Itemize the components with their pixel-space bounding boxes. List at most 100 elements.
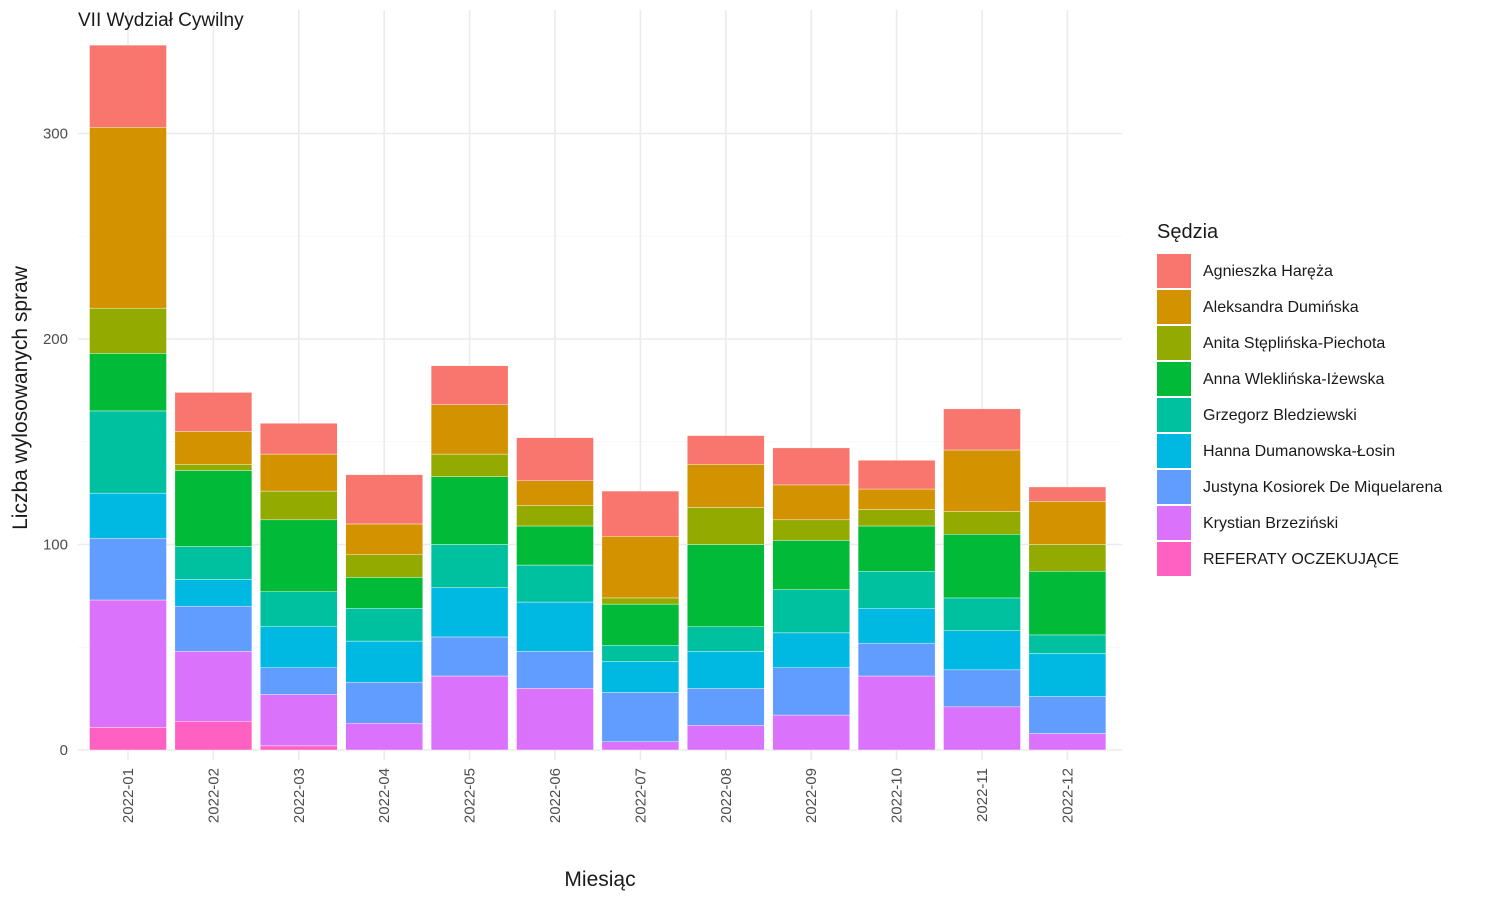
x-tick-label: 2022-08 bbox=[718, 768, 735, 823]
bar-segment bbox=[772, 632, 850, 668]
bar-segment bbox=[430, 544, 509, 588]
y-tick-label: 200 bbox=[43, 331, 68, 348]
bar-segment bbox=[516, 601, 594, 652]
bar-segment bbox=[430, 675, 509, 751]
legend-label: Grzegorz Bledziewski bbox=[1203, 407, 1357, 424]
bar-segment bbox=[345, 640, 423, 683]
bar-segment bbox=[174, 431, 253, 465]
bar-segment bbox=[772, 540, 850, 590]
bar-segment bbox=[772, 519, 850, 541]
legend: Sędzia Agnieszka Haręża Aleksandra Dumińs… bbox=[1157, 221, 1442, 576]
legend-swatch bbox=[1157, 470, 1191, 504]
bar-segment bbox=[687, 725, 765, 751]
bar-segment bbox=[174, 651, 253, 722]
bar-segment bbox=[772, 447, 850, 486]
bar-segment bbox=[430, 636, 509, 677]
bar-segment bbox=[430, 453, 509, 477]
bar-segment bbox=[857, 675, 936, 751]
bar-segment bbox=[601, 603, 680, 646]
bar-segment bbox=[943, 534, 1021, 599]
bar-segment bbox=[857, 525, 936, 572]
x-tick-label: 2022-10 bbox=[889, 768, 906, 823]
bar-segment bbox=[772, 484, 850, 521]
bar-segment bbox=[174, 546, 253, 580]
legend-title: Sędzia bbox=[1157, 221, 1219, 243]
y-tick-label: 0 bbox=[60, 742, 68, 759]
x-tick-label: 2022-05 bbox=[462, 768, 479, 823]
x-tick-label: 2022-07 bbox=[632, 768, 649, 823]
bar-segment bbox=[943, 449, 1021, 512]
bar-segment bbox=[89, 599, 167, 728]
bar-segment bbox=[687, 507, 765, 545]
bar-segment bbox=[516, 688, 594, 751]
bar-segment bbox=[772, 589, 850, 634]
legend-swatch bbox=[1157, 290, 1191, 324]
legend-label: Agnieszka Haręża bbox=[1203, 263, 1333, 280]
bar-segment bbox=[260, 694, 338, 747]
bar-segment bbox=[772, 667, 850, 716]
bar-segment bbox=[345, 723, 423, 751]
bar-segment bbox=[857, 608, 936, 644]
bar-segment bbox=[89, 538, 167, 601]
bar-segment bbox=[516, 480, 594, 506]
y-tick-label: 100 bbox=[43, 537, 68, 554]
bar-segment bbox=[601, 536, 680, 599]
bar-segment bbox=[601, 490, 680, 537]
bar-segment bbox=[430, 404, 509, 455]
x-tick-label: 2022-06 bbox=[547, 768, 564, 823]
bar-segment bbox=[516, 564, 594, 603]
bars bbox=[89, 44, 1107, 751]
legend-swatch bbox=[1157, 362, 1191, 396]
bar-segment bbox=[687, 435, 765, 465]
bar-segment bbox=[1028, 634, 1107, 654]
bar-segment bbox=[687, 688, 765, 726]
legend-label: Krystian Brzeziński bbox=[1203, 515, 1338, 532]
bar-segment bbox=[687, 651, 765, 689]
bar-segment bbox=[943, 669, 1021, 708]
legend-label: REFERATY OCZEKUJĄCE bbox=[1203, 551, 1399, 568]
bar-segment bbox=[174, 470, 253, 547]
bar-segment bbox=[857, 460, 936, 490]
bar-segment bbox=[260, 519, 338, 592]
x-tick-label: 2022-01 bbox=[120, 768, 137, 823]
bar-segment bbox=[89, 307, 167, 354]
bar-segment bbox=[174, 464, 253, 471]
bar-segment bbox=[1028, 544, 1107, 572]
bar-segment bbox=[772, 714, 850, 751]
bar-segment bbox=[1028, 571, 1107, 636]
bar-segment bbox=[1028, 696, 1107, 734]
bar-segment bbox=[601, 741, 680, 751]
bar-segment bbox=[260, 453, 338, 492]
bar-segment bbox=[857, 488, 936, 510]
chart-title: VII Wydział Cywilny bbox=[78, 10, 244, 31]
legend-label: Hanna Dumanowska-Łosin bbox=[1203, 443, 1395, 460]
bar-segment bbox=[174, 579, 253, 607]
bar-segment bbox=[345, 608, 423, 642]
bar-segment bbox=[516, 437, 594, 481]
bar-segment bbox=[89, 127, 167, 309]
legend-swatch bbox=[1157, 506, 1191, 540]
bar-segment bbox=[260, 626, 338, 669]
bar-segment bbox=[943, 597, 1021, 632]
bar-segment bbox=[943, 706, 1021, 751]
legend-swatch bbox=[1157, 542, 1191, 576]
bar-segment bbox=[687, 544, 765, 627]
bar-segment bbox=[260, 423, 338, 455]
bar-segment bbox=[943, 511, 1021, 535]
x-axis-ticks: 2022-01 2022-02 2022-03 2022-04 2022-05 2022-… bbox=[120, 768, 1076, 823]
bar-segment bbox=[601, 661, 680, 693]
bar-segment bbox=[89, 410, 167, 494]
y-axis-title: Liczba wylosowanych spraw bbox=[9, 265, 32, 530]
bar-segment bbox=[89, 727, 167, 751]
bar-segment bbox=[89, 353, 167, 412]
x-tick-label: 2022-04 bbox=[376, 768, 393, 823]
x-tick-label: 2022-03 bbox=[291, 768, 308, 823]
bar-segment bbox=[174, 392, 253, 432]
bar-segment bbox=[1028, 733, 1107, 751]
bar-segment bbox=[260, 745, 338, 751]
legend-label: Justyna Kosiorek De Miquelarena bbox=[1203, 479, 1442, 496]
bar-segment bbox=[345, 554, 423, 578]
y-axis-ticks: 0 100 200 300 bbox=[43, 126, 68, 760]
x-tick-label: 2022-09 bbox=[803, 768, 820, 823]
bar-segment bbox=[601, 597, 680, 605]
